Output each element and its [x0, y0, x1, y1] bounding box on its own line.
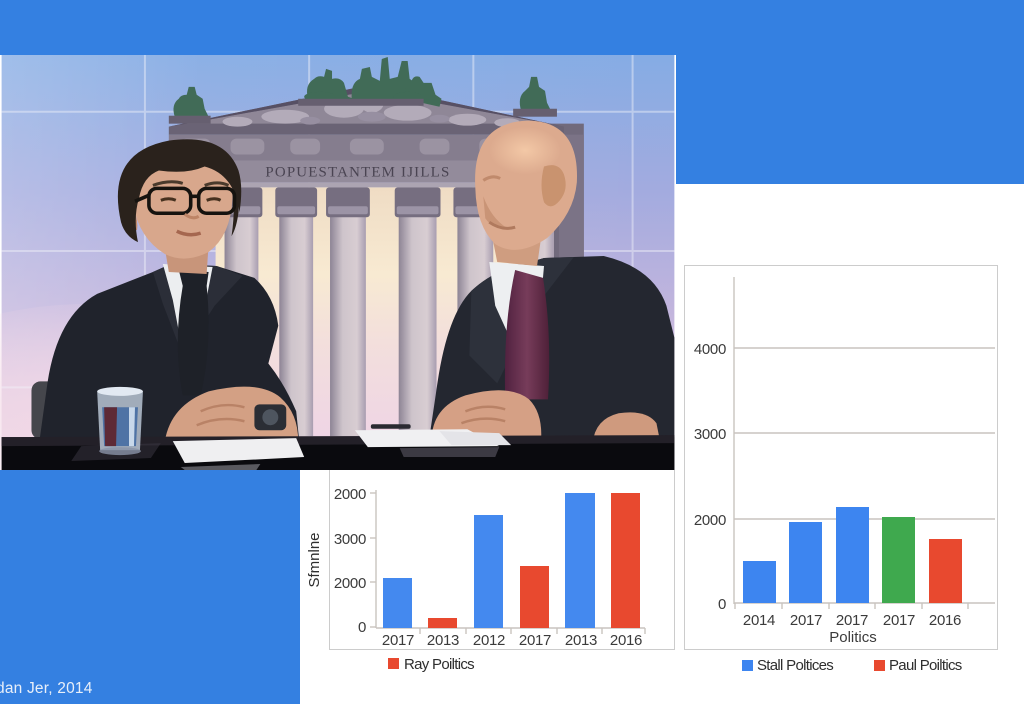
svg-text:2017: 2017	[519, 632, 551, 649]
svg-text:2017: 2017	[836, 612, 868, 629]
svg-text:0: 0	[358, 619, 366, 636]
svg-text:2000: 2000	[334, 575, 366, 592]
svg-text:2017: 2017	[883, 612, 915, 629]
svg-text:2017: 2017	[790, 612, 822, 629]
svg-text:POPUESTANTEM IJILLS: POPUESTANTEM IJILLS	[265, 164, 450, 180]
svg-text:4000: 4000	[694, 341, 726, 358]
svg-text:2013: 2013	[565, 632, 597, 649]
svg-text:2012: 2012	[473, 632, 505, 649]
svg-text:Politics: Politics	[829, 629, 877, 646]
svg-text:Paul Poiltics: Paul Poiltics	[889, 657, 962, 674]
svg-text:Sfmnlne: Sfmnlne	[306, 532, 323, 587]
svg-text:3000: 3000	[694, 426, 726, 443]
svg-text:Ray Poiltics: Ray Poiltics	[404, 656, 474, 673]
svg-text:3000: 3000	[334, 531, 366, 548]
svg-text:Stall Poltices: Stall Poltices	[757, 657, 833, 674]
svg-text:2013: 2013	[427, 632, 459, 649]
svg-text:2000: 2000	[334, 486, 366, 503]
svg-text:2017: 2017	[382, 632, 414, 649]
svg-text:0: 0	[718, 596, 726, 613]
svg-text:2014: 2014	[743, 612, 775, 629]
svg-text:2016: 2016	[929, 612, 961, 629]
svg-text:2000: 2000	[694, 512, 726, 529]
svg-text:2016: 2016	[610, 632, 642, 649]
